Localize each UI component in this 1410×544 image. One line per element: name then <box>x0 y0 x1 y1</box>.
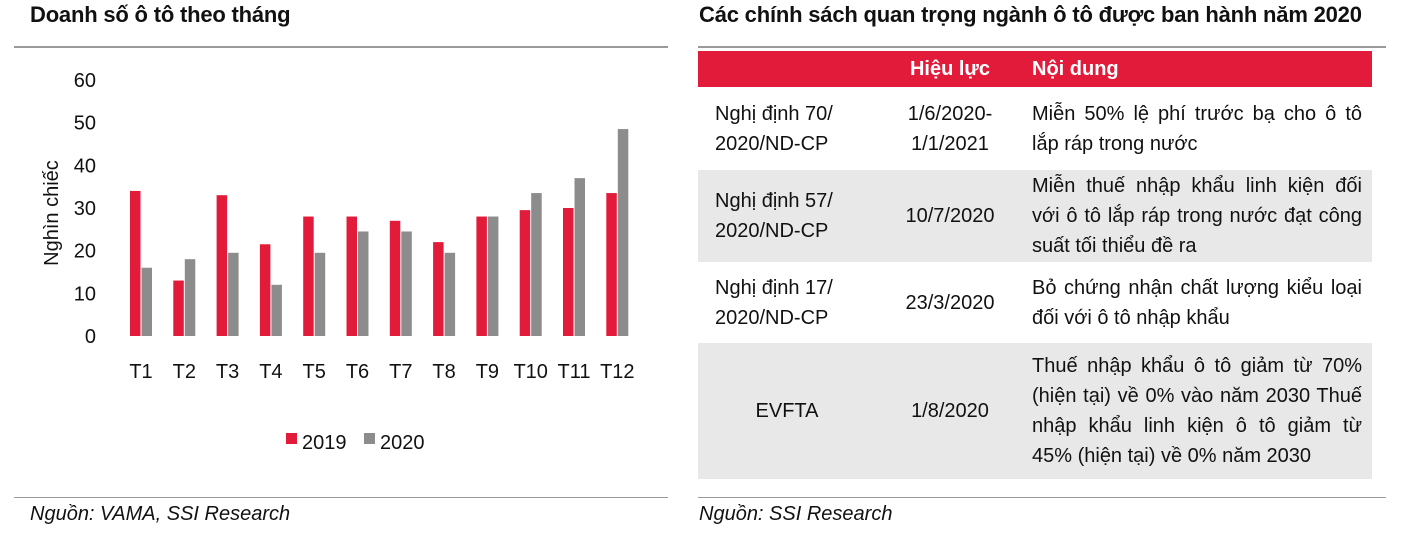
policy-content: Miễn thuế nhập khẩu linh kiện đối với ô … <box>1024 169 1372 263</box>
legend-label-2019: 2019 <box>302 432 347 454</box>
bar-2019-t1 <box>130 190 141 336</box>
bar-2020-t3 <box>228 252 239 336</box>
y-tick-label: 20 <box>74 241 96 263</box>
y-tick-label: 60 <box>74 70 96 92</box>
header-policy <box>698 51 876 88</box>
bar-chart: 0 10 20 30 40 50 60 Nghìn chiếc T1 T2 T3 T4 T5 T6 T7 T8… <box>41 70 635 454</box>
bar-2020-t5 <box>314 252 326 336</box>
y-axis-label: Nghìn chiếc <box>41 160 63 266</box>
bar-2019-t2 <box>173 280 184 336</box>
x-tick-label: T12 <box>600 361 634 383</box>
bar-2020-t6 <box>358 231 369 336</box>
policy-name: EVFTA <box>698 342 876 479</box>
legend-swatch-2019 <box>286 433 297 444</box>
legend-label-2020: 2020 <box>380 432 425 454</box>
policy-content: Thuế nhập khẩu ô tô giảm từ 70% (hiện tạ… <box>1024 342 1372 479</box>
x-tick-label: T1 <box>129 361 152 383</box>
chart-title: Doanh số ô tô theo tháng <box>30 2 291 27</box>
bar-2019-t3 <box>216 195 228 336</box>
header-effective: Hiệu lực <box>876 51 1024 88</box>
table-row: Nghị định 57/ 2020/ND-CP 10/7/2020 Miễn … <box>698 169 1372 263</box>
y-tick-label: 10 <box>74 283 96 305</box>
table-row: EVFTA 1/8/2020 Thuế nhập khẩu ô tô giảm … <box>698 342 1372 479</box>
policy-effective: 10/7/2020 <box>876 169 1024 263</box>
x-tick-label: T9 <box>476 361 499 383</box>
policy-effective: 1/8/2020 <box>876 342 1024 479</box>
chart-bottom-rule <box>14 497 668 498</box>
legend-swatch-2020 <box>364 433 375 444</box>
chart-source: Nguồn: VAMA, SSI Research <box>30 503 291 525</box>
bar-2019-t9 <box>476 216 487 336</box>
bar-2020-t8 <box>444 252 456 336</box>
x-tick-label: T2 <box>173 361 196 383</box>
x-tick-label: T10 <box>513 361 547 383</box>
bar-2019-t8 <box>433 242 444 336</box>
table-top-rule <box>698 46 1386 48</box>
x-tick-label: T6 <box>346 361 369 383</box>
bar-2020-t2 <box>184 259 196 336</box>
policy-content: Miễn 50% lệ phí trước bạ cho ô tô lắp rá… <box>1024 87 1372 170</box>
header-content: Nội dung <box>1024 51 1372 88</box>
bar-2020-t1 <box>141 267 152 336</box>
policy-name: Nghị định 17/ 2020/ND-CP <box>698 262 876 343</box>
bar-2019-t10 <box>519 210 531 336</box>
chart-top-rule <box>14 46 668 48</box>
x-tick-label: T8 <box>432 361 455 383</box>
policy-table: Hiệu lực Nội dung Nghị định 70/ 2020/ND-… <box>698 51 1372 479</box>
policy-name: Nghị định 70/ 2020/ND-CP <box>698 87 876 170</box>
bar-2019-t6 <box>346 216 357 336</box>
policy-name: Nghị định 57/ 2020/ND-CP <box>698 169 876 263</box>
x-tick-label: T3 <box>216 361 239 383</box>
policy-effective: 1/6/2020- 1/1/2021 <box>876 87 1024 170</box>
y-tick-label: 50 <box>74 113 96 135</box>
bar-2020-t7 <box>401 231 412 336</box>
table-row: Nghị định 70/ 2020/ND-CP 1/6/2020- 1/1/2… <box>698 87 1372 170</box>
y-tick-label: 0 <box>85 326 96 348</box>
y-tick-label: 30 <box>74 198 96 220</box>
bar-2019-t4 <box>259 244 271 336</box>
table-source: Nguồn: SSI Research <box>699 503 893 525</box>
policy-content: Bỏ chứng nhận chất lượng kiểu loại đối v… <box>1024 262 1372 343</box>
x-tick-label: T11 <box>558 361 591 383</box>
bar-2019-t7 <box>389 220 401 336</box>
table-header-row: Hiệu lực Nội dung <box>698 51 1372 88</box>
y-tick-label: 40 <box>74 155 96 177</box>
x-tick-label: T4 <box>259 361 282 383</box>
bar-2019-t12 <box>606 193 617 336</box>
policy-effective: 23/3/2020 <box>876 262 1024 343</box>
table-bottom-rule <box>698 497 1386 498</box>
bar-2020-t9 <box>487 216 499 336</box>
bar-2020-t12 <box>617 129 629 336</box>
bar-2019-t11 <box>563 208 574 336</box>
bar-2020-t4 <box>271 284 282 336</box>
x-tick-label: T5 <box>303 361 326 383</box>
table-row: Nghị định 17/ 2020/ND-CP 23/3/2020 Bỏ ch… <box>698 262 1372 343</box>
bar-2019-t5 <box>303 216 314 336</box>
bar-2020-t11 <box>574 178 585 336</box>
table-title: Các chính sách quan trọng ngành ô tô đượ… <box>699 2 1362 27</box>
x-tick-label: T7 <box>389 361 412 383</box>
bar-2020-t10 <box>531 193 542 336</box>
